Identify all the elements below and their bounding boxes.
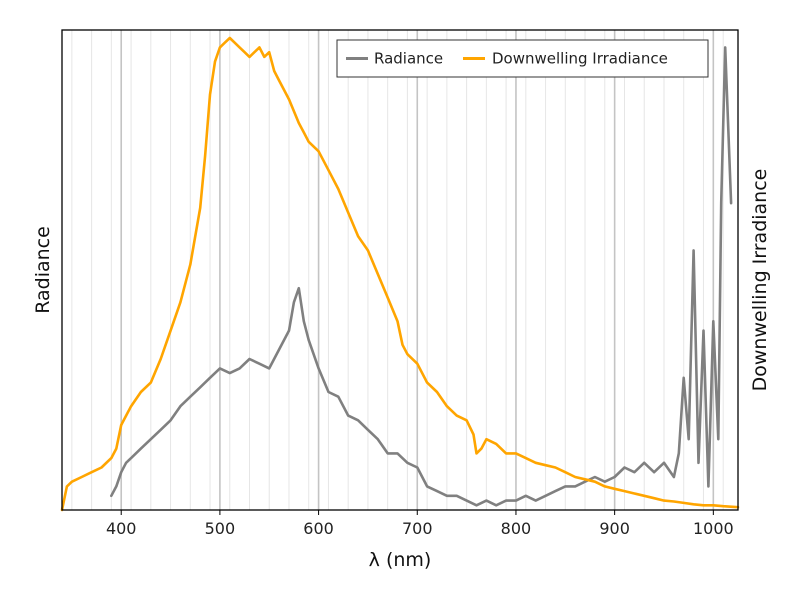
plot-area — [60, 36, 740, 512]
series-line-downwelling-irradiance — [60, 36, 740, 512]
plot-frame — [61, 29, 739, 511]
x-tick-label: 500 — [205, 519, 236, 538]
x-tick-label: 700 — [402, 519, 433, 538]
y-axis-right-title: Downwelling Irradiance — [749, 169, 771, 392]
series-line-radiance — [110, 46, 733, 507]
grid — [71, 30, 724, 510]
x-tick-label: 900 — [599, 519, 630, 538]
legend-label-radiance: Radiance — [374, 50, 443, 68]
x-tick-label: 1000 — [693, 519, 734, 538]
x-tick-label: 600 — [303, 519, 334, 538]
legend-box — [336, 39, 709, 78]
legend-label-downwelling-irradiance: Downwelling Irradiance — [492, 50, 668, 68]
legend: Radiance Downwelling Irradiance — [336, 39, 709, 78]
x-tick-label: 400 — [106, 519, 137, 538]
x-axis-title: λ (nm) — [369, 549, 432, 571]
x-tick-label: 800 — [501, 519, 532, 538]
y-axis-left-title: Radiance — [32, 226, 54, 314]
x-axis: 400 500 600 700 800 900 1000 — [106, 510, 734, 538]
